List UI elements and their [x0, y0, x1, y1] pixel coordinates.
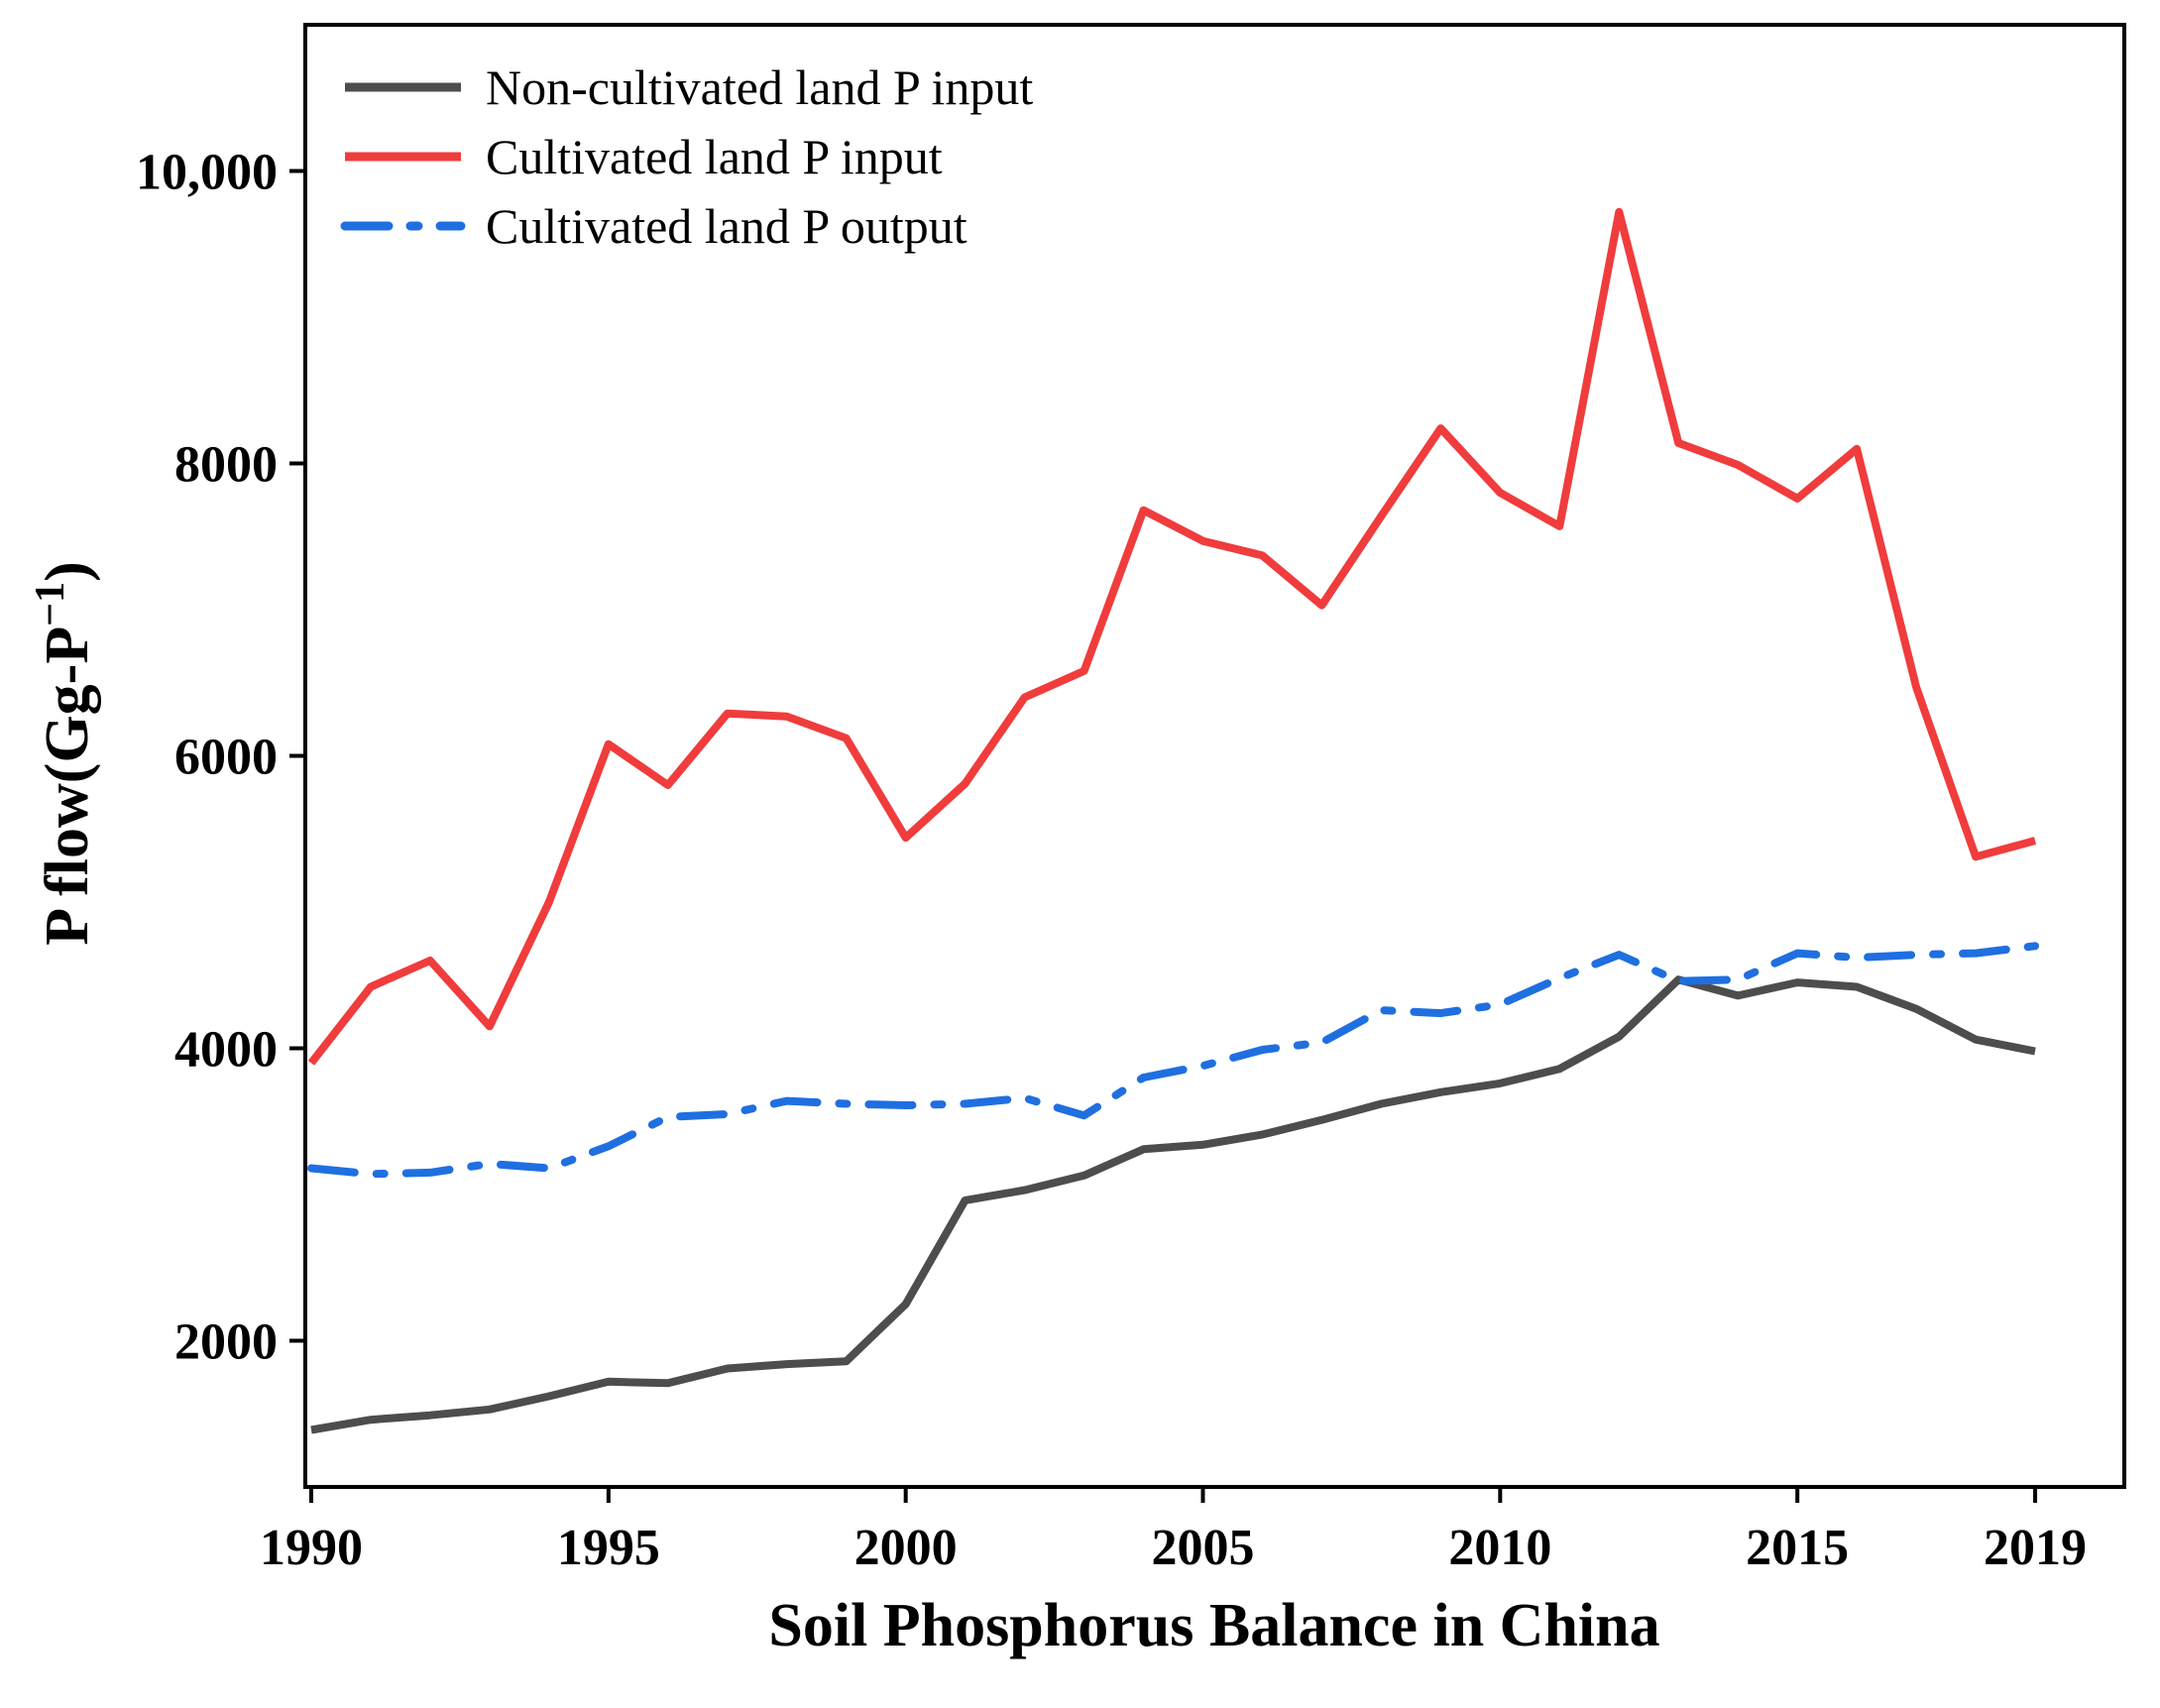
- legend: Non-cultivated land P input Cultivated la…: [340, 59, 1033, 254]
- x-tick-label: 1995: [557, 1520, 660, 1576]
- x-axis-title: Soil Phosphorus Balance in China: [768, 1592, 1659, 1659]
- y-tick-label: 6000: [174, 730, 278, 786]
- y-axis-title: P flow(Gg-P−1): [28, 561, 101, 946]
- x-tick-label: 1990: [260, 1520, 363, 1576]
- series-line-3: [307, 942, 2039, 1179]
- y-tick-label: 8000: [174, 437, 278, 494]
- legend-label-1: Non-cultivated land P input: [486, 59, 1033, 115]
- series-line-2: [307, 207, 2037, 1066]
- x-tick-label: 2015: [1746, 1520, 1849, 1576]
- legend-label-3: Cultivated land P output: [486, 198, 967, 254]
- series-line-1: [310, 975, 2036, 1434]
- y-axis-title-close: ): [34, 561, 101, 582]
- y-tick-label: 4000: [174, 1022, 278, 1079]
- series-layer: [307, 207, 2039, 1434]
- axis-ticks: 1990 1995 2000 2005 2010 2015 2019 2000 4000 6000…: [136, 145, 2087, 1577]
- y-tick-label: 2000: [174, 1314, 278, 1371]
- x-tick-label: 2000: [854, 1520, 958, 1576]
- y-tick-label: 10,000: [136, 145, 278, 201]
- y-axis-title-superscript: −1: [28, 582, 73, 626]
- x-tick-label: 2019: [1984, 1520, 2087, 1576]
- x-tick-label: 2005: [1152, 1520, 1255, 1576]
- x-tick-label: 2010: [1448, 1520, 1551, 1576]
- legend-label-2: Cultivated land P input: [486, 129, 943, 184]
- y-axis-title-main: P flow(Gg-P: [34, 626, 101, 946]
